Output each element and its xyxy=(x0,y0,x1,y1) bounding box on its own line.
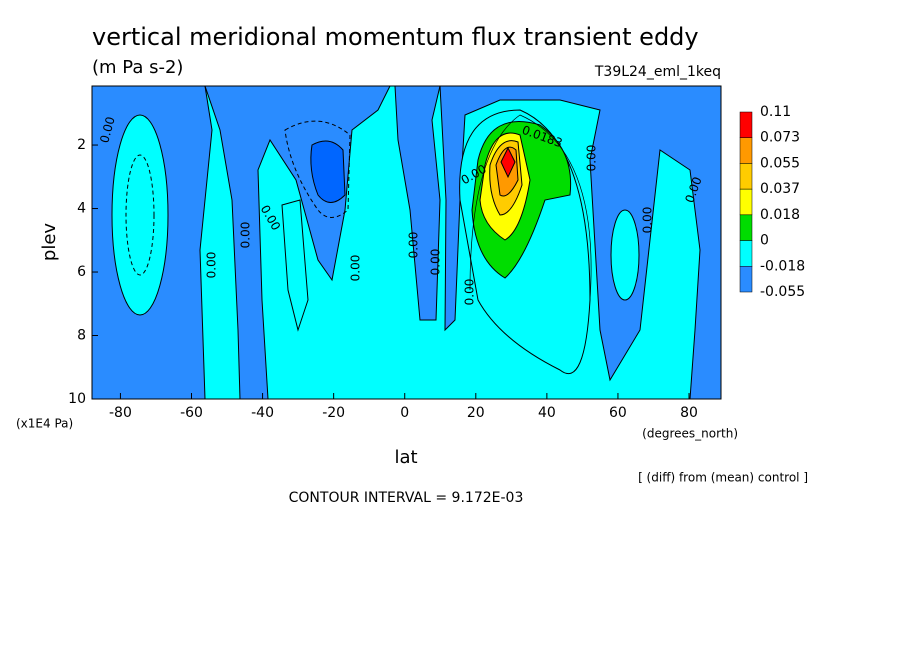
contour-interval: CONTOUR INTERVAL = 9.172E-03 xyxy=(289,490,524,506)
x-tick-label: -40 xyxy=(251,405,274,421)
contour-line xyxy=(284,120,351,218)
y-axis-label: plev xyxy=(39,223,60,262)
colorbar-box xyxy=(739,188,753,216)
colorbar-box xyxy=(739,240,753,267)
contour-label: 0.00 xyxy=(349,255,363,282)
contour-label: 0.00 xyxy=(463,279,477,306)
x-tick-label: 60 xyxy=(609,405,627,421)
chart-subtitle: (m Pa s-2) xyxy=(92,57,183,78)
contour-label: 0.00 xyxy=(429,249,443,276)
contour-region xyxy=(610,209,640,301)
contour-label: 0.00 xyxy=(585,145,599,172)
chart-title: vertical meridional momentum flux transi… xyxy=(92,23,699,51)
y-tick-label: 4 xyxy=(77,201,86,217)
x-tick-label: -80 xyxy=(109,405,132,421)
contour-region xyxy=(310,140,346,203)
y-axis-units: (x1E4 Pa) xyxy=(16,417,73,431)
contour-line xyxy=(469,114,592,301)
contour-label: 0.00 xyxy=(97,115,117,144)
y-tick-label: 2 xyxy=(77,137,86,153)
contour-label: 0.00 xyxy=(641,207,655,234)
y-tick-label: 10 xyxy=(68,391,86,407)
x-tick-label: -60 xyxy=(180,405,203,421)
colorbar-label: 0.055 xyxy=(760,155,800,171)
colorbar-label: 0.018 xyxy=(760,207,800,223)
contour-region xyxy=(111,114,169,316)
contour-line xyxy=(125,154,155,276)
x-axis-label: lat xyxy=(394,447,417,468)
contour-region xyxy=(281,199,309,332)
plot-frame xyxy=(91,85,722,400)
note: [ (diff) from (mean) control ] xyxy=(638,471,808,485)
contour-region xyxy=(500,146,516,179)
y-tick-label: 8 xyxy=(77,328,86,344)
contour-region xyxy=(394,85,441,321)
colorbar-box xyxy=(739,266,753,293)
x-tick-label: 20 xyxy=(467,405,485,421)
contour-label: 0.00 xyxy=(205,252,219,279)
colorbar-label: 0.073 xyxy=(760,130,800,146)
x-tick-label: -20 xyxy=(322,405,345,421)
colorbar-box xyxy=(739,111,753,138)
colorbar-label: -0.018 xyxy=(760,258,805,274)
contour-region xyxy=(439,85,722,400)
x-axis-units: (degrees_north) xyxy=(642,427,738,441)
x-tick-label: 0 xyxy=(400,405,409,421)
x-tick-label: 80 xyxy=(680,405,698,421)
colorbar-box xyxy=(739,214,753,241)
colorbar-label: 0 xyxy=(760,233,769,249)
colorbar-label: -0.055 xyxy=(760,284,805,300)
colorbar-label: 0.11 xyxy=(760,104,791,120)
run-label: T39L24_eml_1keq xyxy=(594,64,721,80)
contour-label: 0.00 xyxy=(239,222,253,249)
x-tick-label: 40 xyxy=(538,405,556,421)
y-tick-label: 6 xyxy=(77,264,86,280)
contour-field xyxy=(91,85,722,400)
colorbar-box xyxy=(739,163,753,190)
colorbar-box xyxy=(739,137,753,164)
colorbar-label: 0.037 xyxy=(760,181,800,197)
contour-label: 0.00 xyxy=(407,232,421,259)
